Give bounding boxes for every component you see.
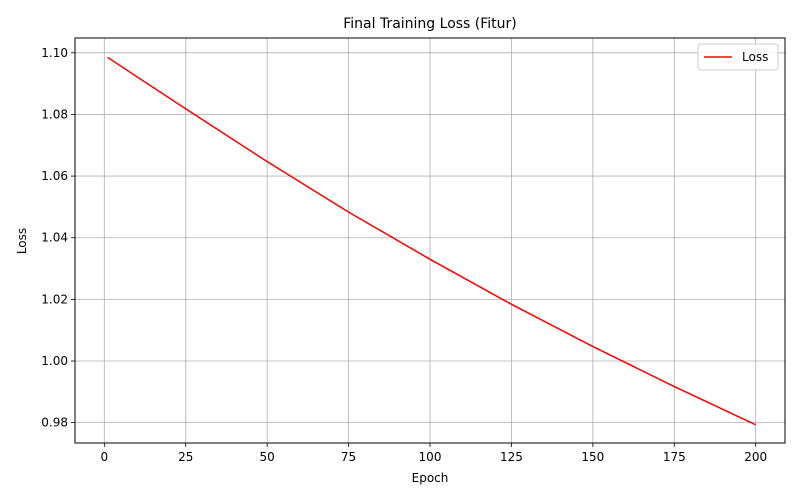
x-tick-label: 25 bbox=[178, 450, 193, 464]
y-tick-label: 1.10 bbox=[41, 46, 68, 60]
series-layer bbox=[107, 56, 757, 426]
legend-box bbox=[697, 43, 779, 71]
legend: Loss bbox=[697, 43, 779, 71]
x-tick-label: 200 bbox=[744, 450, 767, 464]
y-tick-label: 1.08 bbox=[41, 107, 68, 121]
y-tick-label: 0.98 bbox=[41, 416, 68, 430]
x-tick-label: 0 bbox=[100, 450, 108, 464]
y-tick-label: 1.04 bbox=[41, 231, 68, 245]
chart-title: Final Training Loss (Fitur) bbox=[343, 16, 517, 32]
y-tick-label: 1.02 bbox=[41, 292, 68, 306]
y-axis-label: Loss bbox=[15, 228, 29, 254]
series-line-loss bbox=[107, 56, 757, 426]
ticks: 0 25 50 75 100 125 150 175 200 0.98 1.00 1.02 1.04 1.… bbox=[41, 46, 767, 464]
x-tick-label: 125 bbox=[500, 450, 523, 464]
x-tick-label: 75 bbox=[341, 450, 356, 464]
y-tick-label: 1.06 bbox=[41, 169, 68, 183]
x-tick-label: 175 bbox=[663, 450, 686, 464]
x-axis-label: Epoch bbox=[412, 471, 449, 485]
x-tick-label: 50 bbox=[260, 450, 275, 464]
x-tick-label: 100 bbox=[419, 450, 442, 464]
x-tick-label: 150 bbox=[581, 450, 604, 464]
grid bbox=[75, 38, 785, 443]
legend-label-loss: Loss bbox=[742, 50, 768, 64]
y-tick-label: 1.00 bbox=[41, 354, 68, 368]
